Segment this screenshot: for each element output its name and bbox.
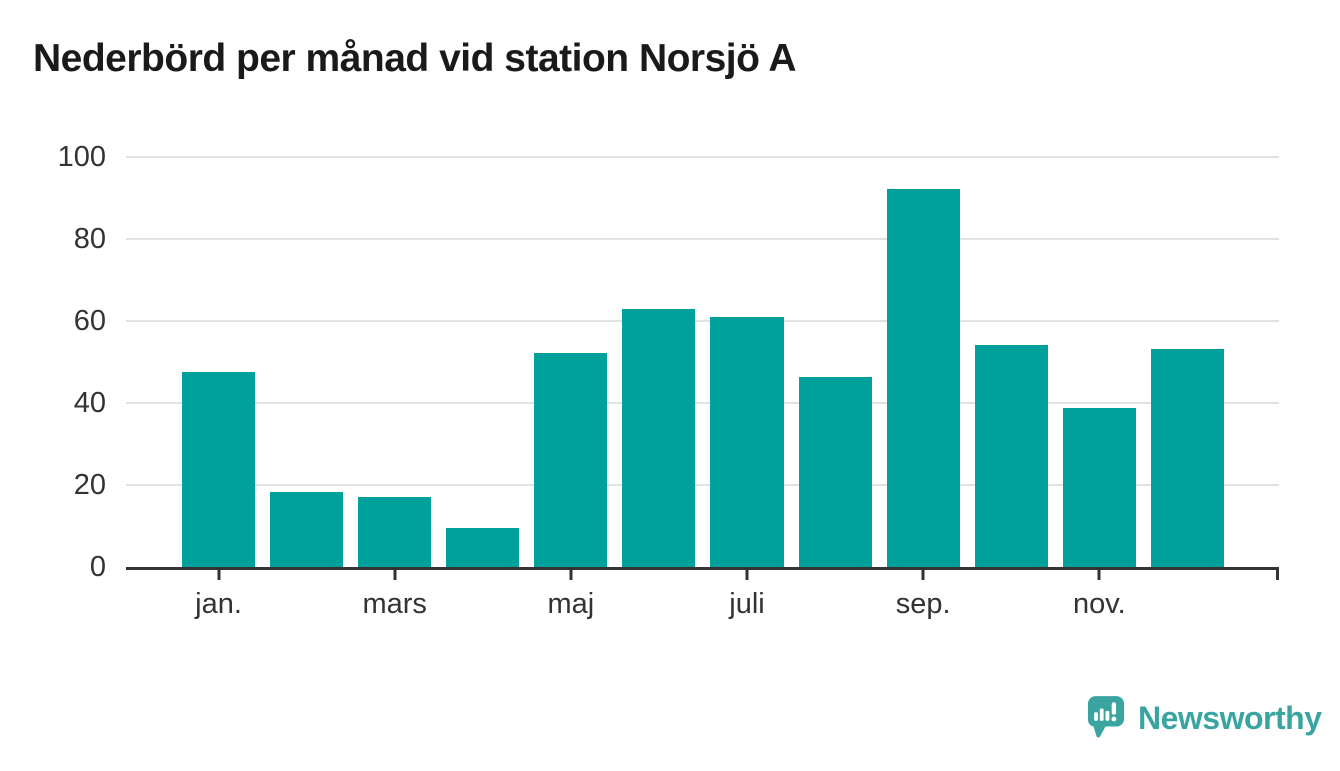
x-axis-tick-label: juli [729,588,765,620]
bar-month-6 [622,309,696,567]
x-axis-tick [745,568,749,580]
gridline-20 [126,484,1279,486]
bar-nov. [1062,407,1136,567]
plot-area [126,156,1279,570]
bar-month-2 [270,492,344,567]
bar-month-10 [974,344,1048,567]
gridline-80 [126,238,1279,240]
x-axis-tick-label: jan. [195,588,242,620]
x-axis-tick-label: maj [547,588,595,620]
x-axis-tick [569,568,573,580]
bar-maj [534,352,608,567]
x-axis-tick-label: mars [362,588,427,620]
axis-end-tick [1276,568,1279,580]
x-axis-tick [921,568,925,580]
bar-sep. [886,189,960,567]
newsworthy-logo-text: Newsworthy [1138,699,1322,736]
gridline-60 [126,320,1279,322]
x-axis-tick [1097,568,1101,580]
y-axis-labels: 0 20 40 60 80 100 [0,0,106,771]
bar-series [126,157,1279,567]
y-axis-tick-label: 20 [73,469,106,501]
y-axis-tick-label: 0 [89,551,106,583]
bar-jan. [182,372,256,567]
y-axis-tick-label: 40 [73,387,106,419]
y-axis-tick-label: 100 [57,141,106,173]
y-axis-tick-label: 60 [73,305,106,337]
x-axis: jan. mars maj juli sep. nov. [126,568,1279,638]
x-axis-tick-label: sep. [895,588,951,620]
x-axis-tick [393,568,397,580]
newsworthy-speech-bubble-icon [1087,696,1125,738]
bar-mars [358,496,432,567]
bar-month-8 [798,376,872,567]
x-axis-tick-label: nov. [1073,588,1126,620]
chart-title: Nederbörd per månad vid station Norsjö A [33,37,797,80]
bar-juli [710,316,784,567]
bar-month-12 [1150,349,1224,567]
gridline-40 [126,402,1279,404]
gridline-100 [126,156,1279,158]
bar-month-4 [446,528,520,567]
y-axis-tick-label: 80 [73,223,106,255]
newsworthy-logo[interactable]: Newsworthy [1087,695,1322,741]
x-axis-tick [217,568,221,580]
